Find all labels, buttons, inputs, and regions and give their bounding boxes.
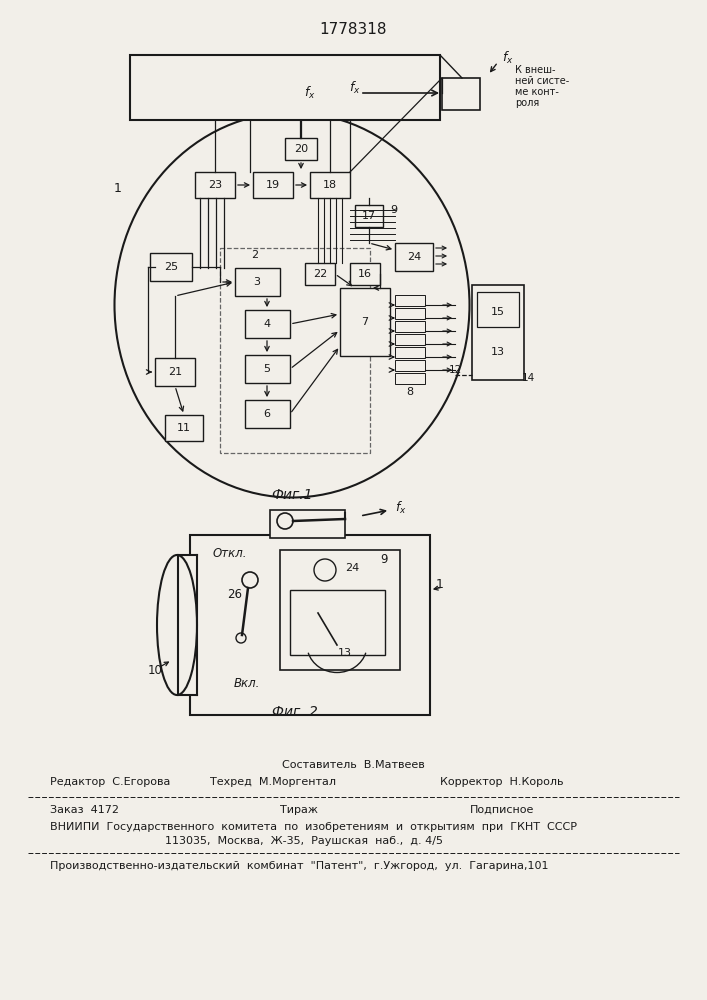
- Text: ме конт-: ме конт-: [515, 87, 559, 97]
- Text: $f_x$: $f_x$: [349, 80, 361, 96]
- Bar: [253, 172, 293, 198]
- Text: ней систе-: ней систе-: [515, 76, 569, 86]
- Bar: [155, 358, 195, 386]
- Bar: [395, 295, 425, 306]
- Bar: [150, 253, 192, 281]
- Bar: [442, 78, 480, 110]
- Text: 26: 26: [228, 588, 243, 601]
- Text: Фиг. 2: Фиг. 2: [272, 705, 318, 719]
- Text: 4: 4: [264, 319, 271, 329]
- Text: 24: 24: [407, 252, 421, 262]
- Bar: [245, 355, 290, 383]
- Text: 14: 14: [521, 373, 534, 383]
- Text: 18: 18: [323, 180, 337, 190]
- Bar: [395, 373, 425, 384]
- Bar: [290, 590, 385, 655]
- Bar: [305, 263, 335, 285]
- Bar: [340, 288, 390, 356]
- Text: 17: 17: [362, 211, 376, 221]
- Text: 22: 22: [313, 269, 327, 279]
- Bar: [285, 138, 317, 160]
- Text: $f_x$: $f_x$: [304, 85, 316, 101]
- Bar: [235, 268, 280, 296]
- Bar: [350, 263, 380, 285]
- Text: 5: 5: [264, 364, 271, 374]
- Bar: [245, 310, 290, 338]
- Text: 13: 13: [338, 648, 352, 658]
- Text: Фиг.1: Фиг.1: [271, 488, 312, 502]
- Bar: [310, 172, 350, 198]
- Bar: [190, 535, 430, 715]
- Text: 23: 23: [208, 180, 222, 190]
- Text: Производственно-издательский  комбинат  "Патент",  г.Ужгород,  ул.  Гагарина,101: Производственно-издательский комбинат "П…: [50, 861, 549, 871]
- Bar: [245, 400, 290, 428]
- Text: 2: 2: [252, 250, 259, 260]
- Text: Заказ  4172: Заказ 4172: [50, 805, 119, 815]
- Text: Подписное: Подписное: [470, 805, 534, 815]
- Text: 9: 9: [390, 205, 397, 215]
- Bar: [395, 360, 425, 371]
- Bar: [195, 172, 235, 198]
- Bar: [395, 334, 425, 345]
- Bar: [395, 347, 425, 358]
- Text: 25: 25: [164, 262, 178, 272]
- Bar: [280, 550, 400, 670]
- Text: Откл.: Откл.: [213, 547, 247, 560]
- Text: 1: 1: [436, 578, 444, 591]
- Text: 16: 16: [358, 269, 372, 279]
- Bar: [477, 292, 519, 327]
- Bar: [178, 555, 198, 695]
- Text: 11: 11: [177, 423, 191, 433]
- Text: 9: 9: [380, 553, 387, 566]
- Text: 6: 6: [264, 409, 271, 419]
- Text: 15: 15: [491, 307, 505, 317]
- Text: 12: 12: [448, 365, 462, 375]
- Text: Вкл.: Вкл.: [234, 677, 260, 690]
- Bar: [130, 55, 440, 120]
- Text: $f_x$: $f_x$: [502, 50, 514, 66]
- Text: 20: 20: [294, 144, 308, 154]
- Text: 10: 10: [148, 664, 163, 676]
- Text: 13: 13: [491, 347, 505, 357]
- Text: Составитель  В.Матвеев: Составитель В.Матвеев: [281, 760, 424, 770]
- Text: 19: 19: [266, 180, 280, 190]
- Text: роля: роля: [515, 98, 539, 108]
- Text: Тираж: Тираж: [280, 805, 318, 815]
- Text: 3: 3: [254, 277, 260, 287]
- Text: $f_x$: $f_x$: [395, 500, 407, 516]
- Text: 7: 7: [361, 317, 368, 327]
- Bar: [270, 510, 345, 538]
- Text: Техред  М.Моргентал: Техред М.Моргентал: [210, 777, 336, 787]
- Text: 8: 8: [407, 387, 414, 397]
- Text: 113035,  Москва,  Ж-35,  Раушская  наб.,  д. 4/5: 113035, Москва, Ж-35, Раушская наб., д. …: [165, 836, 443, 846]
- Text: Корректор  Н.Король: Корректор Н.Король: [440, 777, 563, 787]
- Bar: [472, 285, 524, 380]
- Text: 21: 21: [168, 367, 182, 377]
- Text: 1: 1: [114, 182, 122, 194]
- Text: ВНИИПИ  Государственного  комитета  по  изобретениям  и  открытиям  при  ГКНТ  С: ВНИИПИ Государственного комитета по изоб…: [50, 822, 577, 832]
- Bar: [355, 205, 383, 227]
- Text: 24: 24: [345, 563, 359, 573]
- Bar: [165, 415, 203, 441]
- Bar: [395, 321, 425, 332]
- Bar: [395, 308, 425, 319]
- Bar: [220, 248, 370, 453]
- Text: Редактор  С.Егорова: Редактор С.Егорова: [50, 777, 170, 787]
- Text: 1778318: 1778318: [320, 22, 387, 37]
- Bar: [395, 243, 433, 271]
- Text: К внеш-: К внеш-: [515, 65, 556, 75]
